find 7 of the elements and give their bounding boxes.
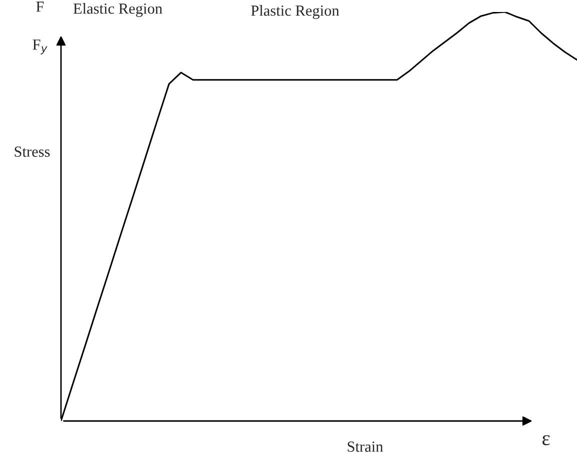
text: F — [36, 2, 44, 12]
annotation: Elastic Region — [73, 3, 162, 17]
text: ε — [542, 435, 550, 446]
text: F$_{y}$ — [32, 40, 48, 54]
x-axis-title: Strain — [348, 442, 384, 452]
annotation: Plastic Region — [251, 5, 340, 19]
y-axis-title: Stress — [14, 146, 50, 157]
